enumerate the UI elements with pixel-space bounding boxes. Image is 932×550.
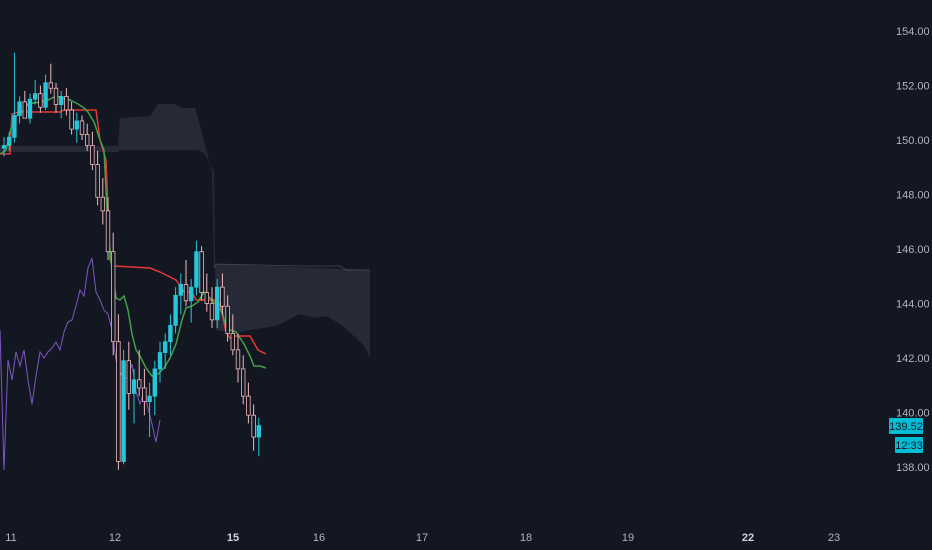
candle-body: [220, 286, 225, 307]
price-axis: 154.00 152.00 150.00 148.00 146.00 144.00 142.…: [896, 26, 930, 474]
time-tick-label: 11: [5, 532, 16, 544]
candle-body: [225, 305, 230, 334]
candle-body: [235, 349, 241, 370]
cloud-edge: [213, 263, 370, 271]
candle-body: [246, 395, 251, 416]
candle-body: [230, 333, 235, 351]
candle-body: [194, 251, 199, 288]
candle-body: [136, 379, 142, 389]
candle-body: [69, 109, 74, 130]
candle-body: [126, 360, 131, 394]
kijun-line: [0, 109, 267, 355]
candle-body: [79, 120, 85, 135]
candle-body: [240, 368, 246, 397]
candle-body: [131, 379, 137, 394]
candle-body: [105, 210, 111, 253]
candle-body: [64, 96, 69, 111]
price-tick-label: 148.00: [896, 190, 930, 202]
candle-body: [1, 145, 7, 149]
price-tick-label: 140.00: [896, 408, 930, 420]
time-tick-label: 17: [416, 532, 428, 544]
candle-body: [214, 286, 220, 321]
candle-body: [209, 303, 215, 321]
candlestick-series: [1, 52, 261, 470]
candle-body: [33, 93, 38, 100]
time-tick-label: 22: [742, 532, 754, 544]
candle-body: [173, 294, 178, 326]
candle-body: [38, 93, 43, 108]
purple-indicator-line: [0, 257, 161, 471]
candle-body: [22, 101, 27, 119]
time-tick-label: 12: [109, 532, 121, 544]
time-axis: 11 12 15 16 17 18 19 22 23: [5, 532, 840, 544]
candle-body: [183, 284, 189, 302]
price-tick-label: 142.00: [896, 353, 930, 365]
candle-body: [12, 115, 17, 138]
price-tick-label: 154.00: [896, 26, 930, 38]
price-tick-label: 138.00: [896, 462, 930, 474]
candle-body: [162, 341, 168, 353]
price-tick-label: 150.00: [896, 135, 930, 147]
candle-body: [204, 292, 209, 304]
price-tick-label: 144.00: [896, 299, 930, 311]
candle-body: [111, 251, 116, 343]
time-tick-label: 18: [520, 532, 532, 544]
candle-body: [199, 251, 204, 294]
candle-body: [53, 87, 59, 105]
candle-body: [17, 101, 22, 116]
candle-body: [168, 324, 173, 343]
candle-body: [100, 196, 105, 212]
time-tick-label: 16: [313, 532, 325, 544]
time-tick-label: 15: [227, 532, 239, 544]
candle-body: [74, 120, 79, 130]
countdown-badge: 12:33: [895, 437, 923, 453]
candle-body: [59, 96, 64, 105]
time-tick-label: 19: [622, 532, 634, 544]
candle-body: [188, 286, 194, 302]
candle-body: [90, 145, 95, 165]
price-tick-label: 152.00: [896, 81, 930, 93]
candle-body: [27, 98, 33, 119]
candle-body: [157, 352, 163, 370]
last-price-text: 139.52: [889, 421, 923, 433]
candle-body: [178, 284, 183, 296]
last-price-badge: 139.52: [889, 418, 923, 434]
candle-body: [43, 82, 48, 108]
candle-body: [116, 341, 121, 462]
candle-body: [121, 360, 126, 462]
candle-body: [147, 395, 152, 402]
candle-body: [251, 414, 256, 438]
candle-body: [152, 368, 157, 397]
countdown-text: 12:33: [895, 440, 923, 452]
price-tick-label: 146.00: [896, 244, 930, 256]
ichimoku-cloud: [0, 104, 370, 358]
candle-body: [95, 164, 100, 198]
candle-body: [48, 82, 53, 89]
candle-body: [142, 387, 147, 403]
candle-body: [85, 134, 90, 146]
time-tick-label: 23: [828, 532, 840, 544]
candle-body: [256, 425, 261, 438]
candle-body: [7, 136, 12, 146]
